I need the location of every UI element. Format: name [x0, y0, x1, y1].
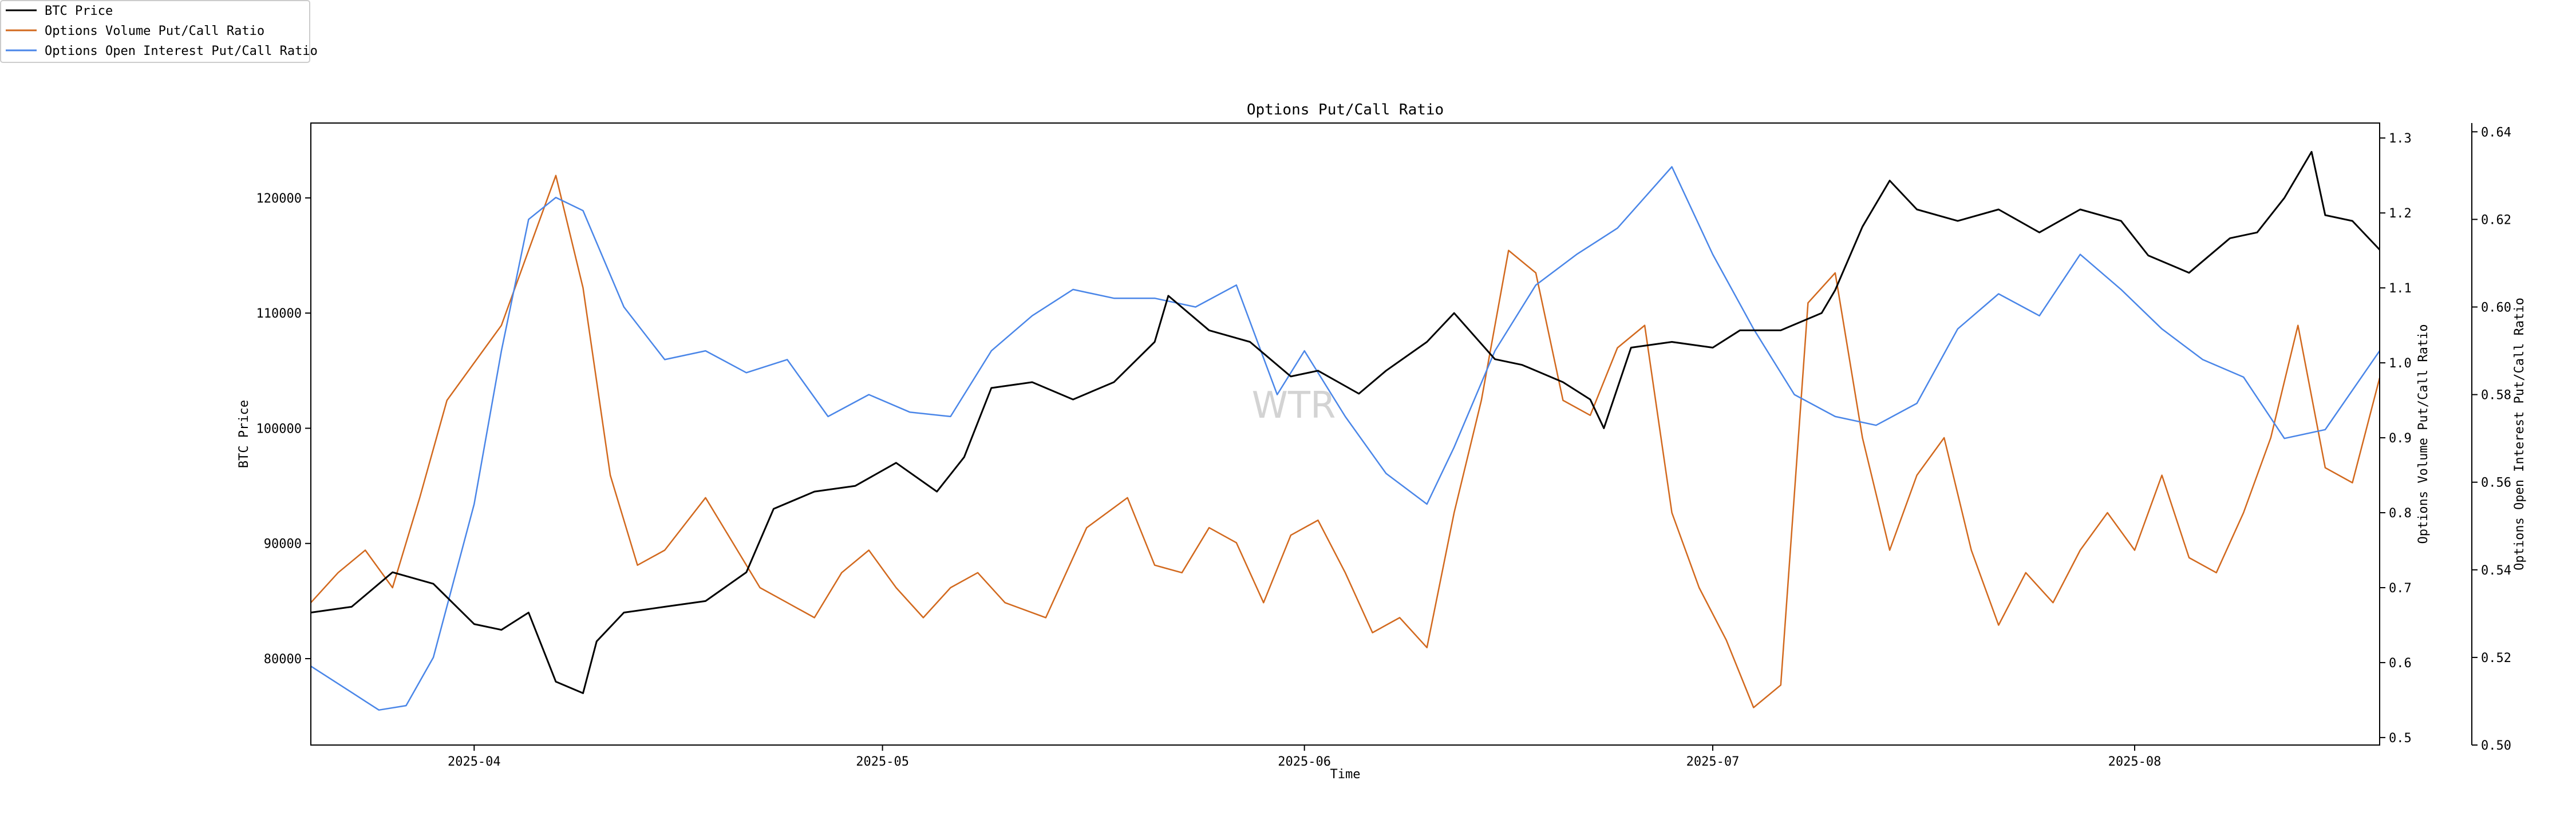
x-tick-label: 2025-07: [1686, 755, 1740, 769]
series-line-1: [310, 175, 2381, 708]
right1-y-tick-label: 0.5: [2389, 731, 2412, 746]
right-y-axis-oi: 0.50 0.52 0.54 0.56 0.58 0.60 0.62 0.64 Options …: [2471, 123, 2527, 753]
left-y-tick-label: 90000: [264, 537, 302, 552]
left-y-tick-label: 80000: [264, 652, 302, 667]
legend: BTC Price Options Volume Put/Call Ratio Op…: [0, 0, 318, 63]
right-y-axis-volume: 0.5 0.6 0.7 0.8 0.9 1.0 1.1 1.2 1.3 Options Volum…: [2380, 132, 2431, 746]
x-tick-label: 2025-05: [856, 755, 909, 769]
right2-y-tick-label: 0.60: [2481, 301, 2511, 315]
right2-y-tick-label: 0.50: [2481, 739, 2511, 753]
right1-y-tick-label: 0.6: [2389, 656, 2412, 671]
right2-y-tick-label: 0.58: [2481, 389, 2511, 403]
right2-y-axis-label: Options Open Interest Put/Call Ratio: [2512, 298, 2527, 571]
right1-y-tick-label: 1.3: [2389, 132, 2412, 146]
legend-label: BTC Price: [45, 4, 113, 18]
x-tick-label: 2025-08: [2108, 755, 2162, 769]
right1-y-tick-label: 1.1: [2389, 282, 2412, 296]
right1-y-tick-label: 1.0: [2389, 356, 2412, 371]
right2-y-tick-label: 0.52: [2481, 651, 2511, 665]
right1-y-tick-label: 0.8: [2389, 506, 2412, 521]
plot-lines: [310, 150, 2381, 711]
left-y-axis: 80000 90000 100000 110000 120000 BTC Price: [237, 192, 311, 667]
right1-y-tick-label: 0.9: [2389, 431, 2412, 446]
right1-y-tick-label: 1.2: [2389, 207, 2412, 221]
right2-y-tick-label: 0.56: [2481, 476, 2511, 490]
x-tick-label: 2025-04: [448, 755, 501, 769]
x-tick-label: 2025-06: [1278, 755, 1331, 769]
right2-y-tick-label: 0.62: [2481, 213, 2511, 227]
x-axis: 2025-04 2025-05 2025-06 2025-07 2025-08: [448, 745, 2161, 769]
left-y-axis-label: BTC Price: [237, 400, 251, 468]
legend-label: Options Open Interest Put/Call Ratio: [45, 44, 318, 58]
plot-frame: [310, 122, 2380, 746]
legend-box: [0, 0, 310, 63]
chart-title: Options Put/Call Ratio: [1247, 101, 1444, 118]
x-axis-label: Time: [1330, 767, 1361, 782]
left-y-tick-label: 120000: [256, 192, 302, 206]
right2-y-tick-label: 0.64: [2481, 125, 2511, 140]
watermark: WTR: [1252, 385, 1336, 427]
series-line-0: [310, 150, 2381, 694]
left-y-tick-label: 110000: [256, 307, 302, 321]
right2-y-tick-label: 0.54: [2481, 564, 2511, 578]
right1-y-tick-label: 0.7: [2389, 581, 2412, 596]
right1-y-axis-label: Options Volume Put/Call Ratio: [2416, 324, 2431, 544]
left-y-tick-label: 100000: [256, 422, 302, 436]
legend-label: Options Volume Put/Call Ratio: [45, 24, 264, 38]
series-line-2: [310, 166, 2381, 711]
